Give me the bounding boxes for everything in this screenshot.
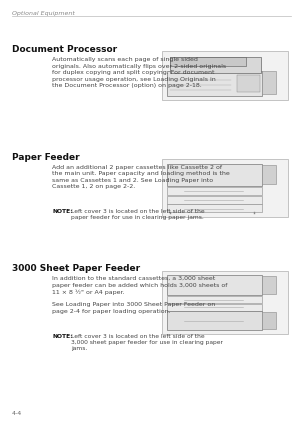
Text: Document Processor: Document Processor [12, 45, 117, 54]
Text: In addition to the standard cassettes, a 3,000 sheet
paper feeder can be added w: In addition to the standard cassettes, a… [52, 276, 228, 314]
Text: 3000 Sheet Paper Feeder: 3000 Sheet Paper Feeder [12, 264, 140, 273]
Bar [162, 271, 288, 334]
Text: NOTE:: NOTE: [52, 334, 73, 339]
Bar [169, 57, 246, 66]
Text: NOTE:: NOTE: [52, 209, 73, 214]
Bar [262, 71, 277, 94]
Bar [167, 164, 262, 186]
Text: Add an additional 2 paper cassettes like Cassette 2 of
the main unit. Paper capa: Add an additional 2 paper cassettes like… [52, 165, 230, 189]
Text: Automatically scans each page of single sided
originals. Also automatically flip: Automatically scans each page of single … [52, 57, 227, 88]
Bar [262, 165, 277, 184]
Text: Optional Equipment: Optional Equipment [12, 11, 75, 16]
Bar [169, 57, 261, 74]
Text: Paper Feeder: Paper Feeder [12, 153, 80, 162]
Bar [262, 276, 277, 295]
Bar [162, 159, 288, 217]
Bar [262, 312, 277, 329]
Bar [167, 71, 262, 96]
Bar [237, 76, 260, 92]
Text: 4-4: 4-4 [12, 411, 22, 416]
Bar [167, 187, 262, 195]
Bar [167, 204, 262, 212]
Text: Left cover 3 is located on the left side of the
paper feeder for use in clearing: Left cover 3 is located on the left side… [71, 209, 205, 220]
Bar [167, 311, 262, 330]
Bar [162, 51, 288, 100]
Bar [167, 303, 262, 311]
Bar [167, 196, 262, 204]
Bar [167, 275, 262, 295]
Bar [167, 296, 262, 303]
Text: Left cover 3 is located on the left side of the
3,000 sheet paper feeder for use: Left cover 3 is located on the left side… [71, 334, 223, 351]
